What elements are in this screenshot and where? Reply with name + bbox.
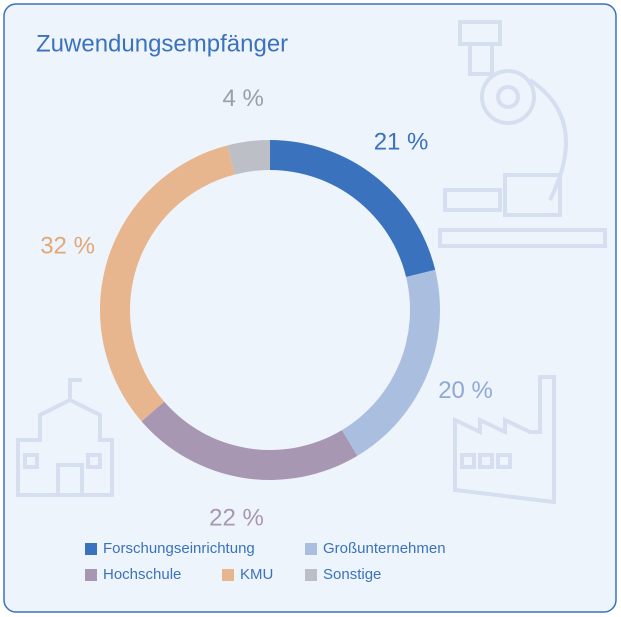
donut-segment [341,269,440,456]
chart-title: Zuwendungsempfänger [36,30,288,57]
legend-label: Forschungseinrichtung [103,540,255,557]
panel [3,3,617,613]
legend-label: Hochschule [103,566,181,583]
legend-swatch [85,569,97,581]
legend-label: KMU [240,566,273,583]
donut-segment [141,401,358,481]
legend-swatch [305,543,317,555]
donut-segment [99,145,235,422]
legend-label: Sonstige [323,566,381,583]
legend-label: Großunternehmen [323,540,446,557]
legend-swatch [305,569,317,581]
legend-swatch [222,569,234,581]
legend-swatch [85,543,97,555]
data-label: 22 % [209,505,264,532]
data-label: 21 % [374,129,429,156]
data-label: 32 % [40,232,95,259]
decor-icons [16,20,607,505]
donut-segment [227,140,270,175]
data-label: 4 % [222,85,263,112]
data-label: 20 % [438,377,493,404]
donut-segment [270,140,436,277]
